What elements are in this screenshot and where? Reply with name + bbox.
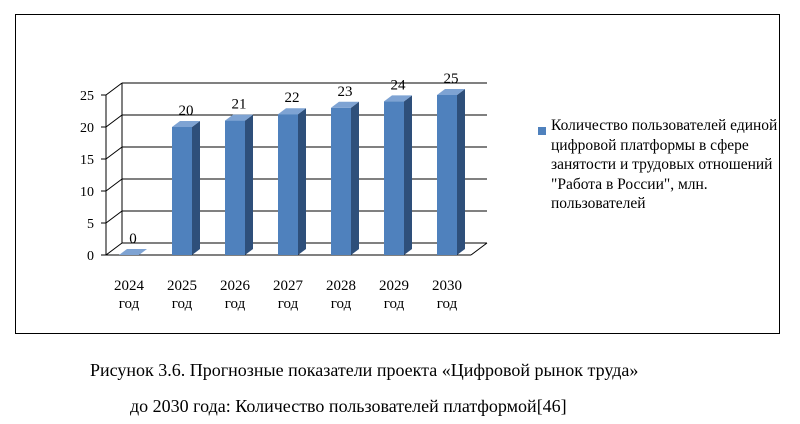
y-tick-label: 5 [87,217,94,232]
data-label: 21 [232,97,247,113]
y-tick-label: 25 [80,89,94,104]
bar-side [192,121,200,255]
bar [384,101,404,256]
x-tick-label: год [225,296,246,312]
bar-top [437,89,465,95]
gridline-depth [105,146,123,160]
bar-top [172,121,200,127]
x-tick-label: 2028 [326,278,356,294]
x-tick-label: год [119,296,140,312]
gridline-depth [105,178,123,192]
x-tick-label: год [331,296,352,312]
x-tick-label: 2025 [167,278,197,294]
bar-side [298,108,306,255]
data-label: 23 [338,84,353,100]
x-tick-label: 2027 [273,278,304,294]
x-tick-label: год [384,296,405,312]
legend: Количество пользователей единой цифровой… [538,116,783,214]
bar-top [331,101,359,108]
legend-swatch [538,127,546,135]
y-tick-label: 15 [80,153,94,168]
bar-top [278,108,306,115]
bar-top [384,95,412,102]
data-label: 0 [129,231,137,247]
bar-side [351,101,359,255]
x-tick-label: 2029 [379,278,409,294]
caption-line-1: Рисунок 3.6. Прогнозные показатели проек… [90,360,639,380]
floor-edge [470,242,488,256]
gridline-depth [105,82,123,96]
bar-top [119,249,147,255]
x-tick-label: год [278,296,299,312]
bar [437,95,457,255]
bar-side [404,95,412,256]
x-tick-label: 2030 [432,278,462,294]
data-label: 22 [285,90,300,106]
bar [225,120,245,255]
gridline-depth [105,242,123,256]
y-tick-label: 0 [87,249,94,264]
bar-top [225,114,253,121]
caption-line-2: до 2030 года: Количество пользователей п… [130,396,567,416]
bar-side [245,114,253,255]
legend-label: Количество пользователей единой цифровой… [551,117,778,212]
chart-frame: 0 5 10 15 20 25 0 2024 год 20 2025 год 21 2026 год 22 20… [15,14,780,334]
data-label: 25 [444,71,459,87]
bar [172,127,192,255]
data-label: 20 [179,103,194,119]
bar [331,107,351,255]
x-tick-label: год [172,296,193,312]
bar [278,114,298,255]
y-tick-label: 10 [80,185,94,200]
bar-chart: 051015202502024год202025год212026год2220… [80,71,488,312]
gridline-depth [105,114,123,128]
bar-side [457,89,465,255]
x-tick-label: год [437,296,458,312]
figure-caption: Рисунок 3.6. Прогнозные показатели проек… [0,352,800,424]
gridline-depth [105,210,123,224]
data-label: 24 [391,77,407,93]
x-tick-label: 2024 [114,278,145,294]
y-tick-label: 20 [80,121,94,136]
x-tick-label: 2026 [220,278,251,294]
